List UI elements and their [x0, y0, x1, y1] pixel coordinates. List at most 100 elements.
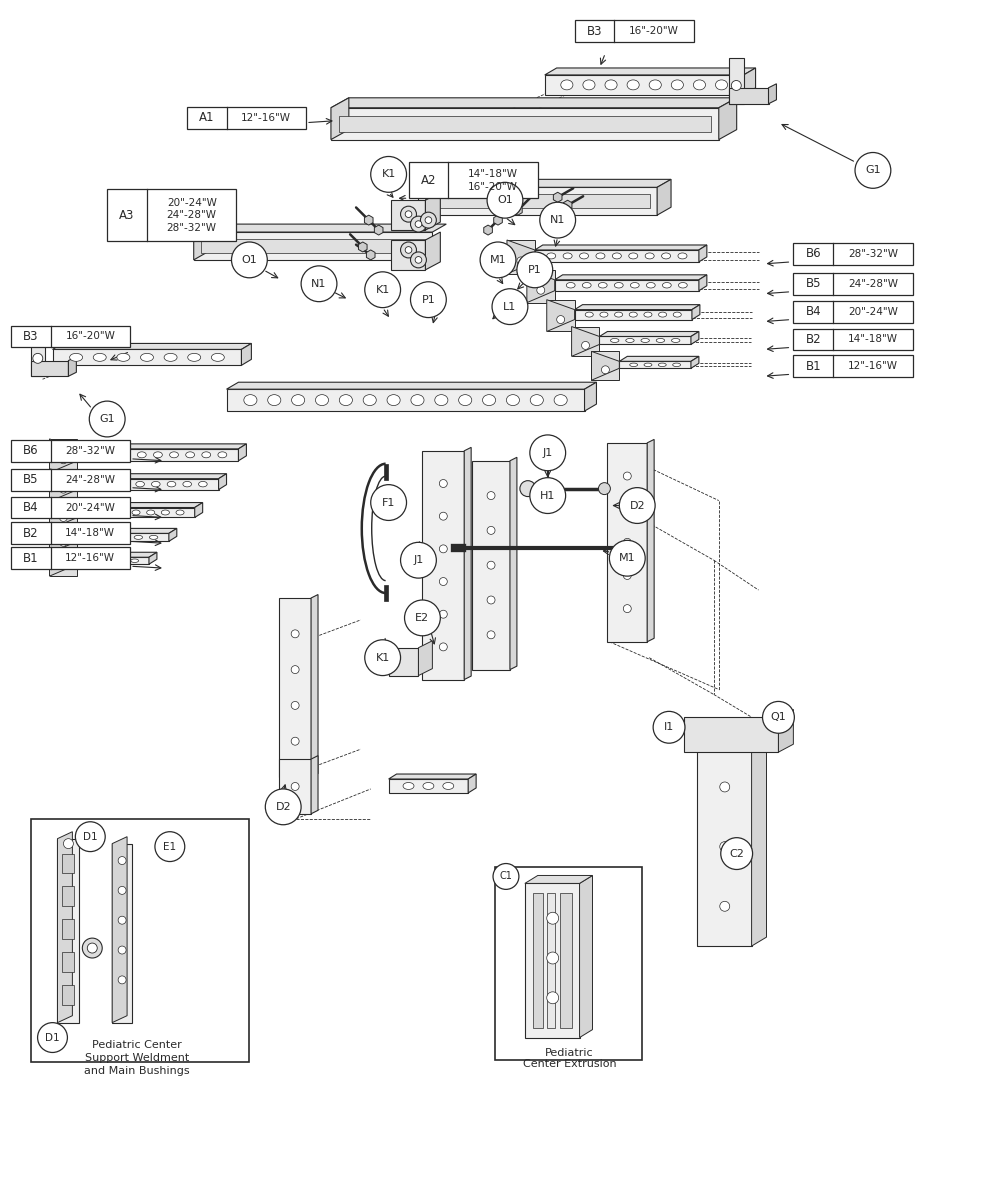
Ellipse shape	[292, 395, 305, 406]
Circle shape	[763, 702, 794, 733]
Polygon shape	[527, 270, 555, 302]
Ellipse shape	[605, 80, 617, 90]
Circle shape	[547, 992, 559, 1003]
Polygon shape	[77, 449, 238, 461]
Ellipse shape	[626, 338, 634, 342]
Text: 16"-20"W: 16"-20"W	[65, 331, 115, 342]
Polygon shape	[535, 245, 707, 250]
Text: 14"-18"W: 14"-18"W	[848, 335, 898, 344]
Polygon shape	[77, 557, 149, 564]
Circle shape	[75, 822, 105, 852]
Circle shape	[601, 366, 609, 373]
Bar	[201, 239, 425, 253]
Polygon shape	[77, 508, 195, 517]
Ellipse shape	[627, 80, 639, 90]
Circle shape	[118, 976, 126, 984]
Circle shape	[411, 252, 426, 268]
Bar	[279, 598, 311, 778]
Bar	[697, 748, 752, 946]
Ellipse shape	[387, 395, 400, 406]
Circle shape	[415, 221, 422, 228]
Text: B4: B4	[805, 305, 821, 318]
Bar	[391, 240, 425, 270]
Polygon shape	[691, 356, 699, 368]
Circle shape	[411, 282, 446, 318]
Text: D1: D1	[45, 1032, 60, 1043]
Polygon shape	[50, 469, 77, 502]
Circle shape	[538, 436, 558, 456]
Bar	[57, 839, 79, 1022]
Ellipse shape	[662, 282, 671, 288]
Text: P1: P1	[528, 265, 542, 275]
Polygon shape	[545, 68, 756, 74]
Ellipse shape	[244, 395, 257, 406]
Bar	[391, 200, 425, 230]
Bar	[793, 355, 913, 377]
Text: D2: D2	[275, 802, 291, 812]
Polygon shape	[50, 498, 77, 529]
Circle shape	[623, 505, 631, 514]
Circle shape	[405, 211, 412, 217]
Ellipse shape	[615, 312, 623, 317]
Ellipse shape	[186, 452, 195, 457]
Circle shape	[623, 539, 631, 546]
Circle shape	[609, 540, 645, 576]
Circle shape	[291, 666, 299, 673]
Polygon shape	[331, 98, 737, 108]
Ellipse shape	[131, 559, 139, 563]
Circle shape	[89, 401, 125, 437]
Bar	[729, 58, 744, 103]
Text: F1: F1	[382, 498, 395, 508]
Ellipse shape	[140, 353, 153, 361]
Text: B1: B1	[23, 552, 38, 565]
Text: 14"-18"W: 14"-18"W	[65, 528, 115, 539]
Polygon shape	[535, 250, 699, 262]
Text: 14"-18"W
16"-20"W: 14"-18"W 16"-20"W	[468, 169, 518, 192]
Bar	[547, 893, 555, 1027]
Polygon shape	[769, 84, 776, 103]
Polygon shape	[311, 594, 318, 778]
Ellipse shape	[403, 782, 414, 790]
Text: J1: J1	[413, 556, 424, 565]
Bar	[50, 523, 77, 553]
Polygon shape	[525, 876, 592, 883]
Circle shape	[425, 217, 432, 223]
Ellipse shape	[678, 253, 687, 259]
Text: N1: N1	[311, 278, 327, 289]
Ellipse shape	[183, 481, 192, 487]
Ellipse shape	[70, 353, 83, 361]
Polygon shape	[50, 547, 77, 576]
Text: 24"-28"W: 24"-28"W	[848, 278, 898, 289]
Bar	[389, 648, 418, 676]
Ellipse shape	[211, 353, 224, 361]
Circle shape	[487, 492, 495, 499]
Bar	[62, 985, 74, 1004]
Ellipse shape	[715, 80, 728, 90]
Text: B3: B3	[587, 25, 602, 37]
Ellipse shape	[506, 395, 519, 406]
Bar	[560, 893, 572, 1027]
Ellipse shape	[268, 395, 281, 406]
Circle shape	[530, 478, 566, 514]
Bar	[533, 893, 543, 1027]
Text: G1: G1	[865, 166, 881, 175]
Text: K1: K1	[376, 653, 390, 662]
Circle shape	[653, 712, 685, 743]
Ellipse shape	[153, 452, 162, 457]
Ellipse shape	[693, 80, 706, 90]
Ellipse shape	[600, 312, 608, 317]
Circle shape	[371, 156, 407, 192]
Polygon shape	[52, 349, 241, 365]
Ellipse shape	[645, 253, 654, 259]
Circle shape	[291, 702, 299, 709]
Ellipse shape	[649, 80, 661, 90]
Polygon shape	[778, 709, 793, 752]
Circle shape	[619, 487, 655, 523]
Polygon shape	[227, 383, 596, 389]
Bar	[793, 329, 913, 350]
Ellipse shape	[120, 481, 129, 487]
Text: 20"-24"W: 20"-24"W	[65, 503, 115, 512]
Text: M1: M1	[619, 553, 636, 563]
Text: C1: C1	[500, 871, 512, 882]
Polygon shape	[599, 331, 699, 336]
